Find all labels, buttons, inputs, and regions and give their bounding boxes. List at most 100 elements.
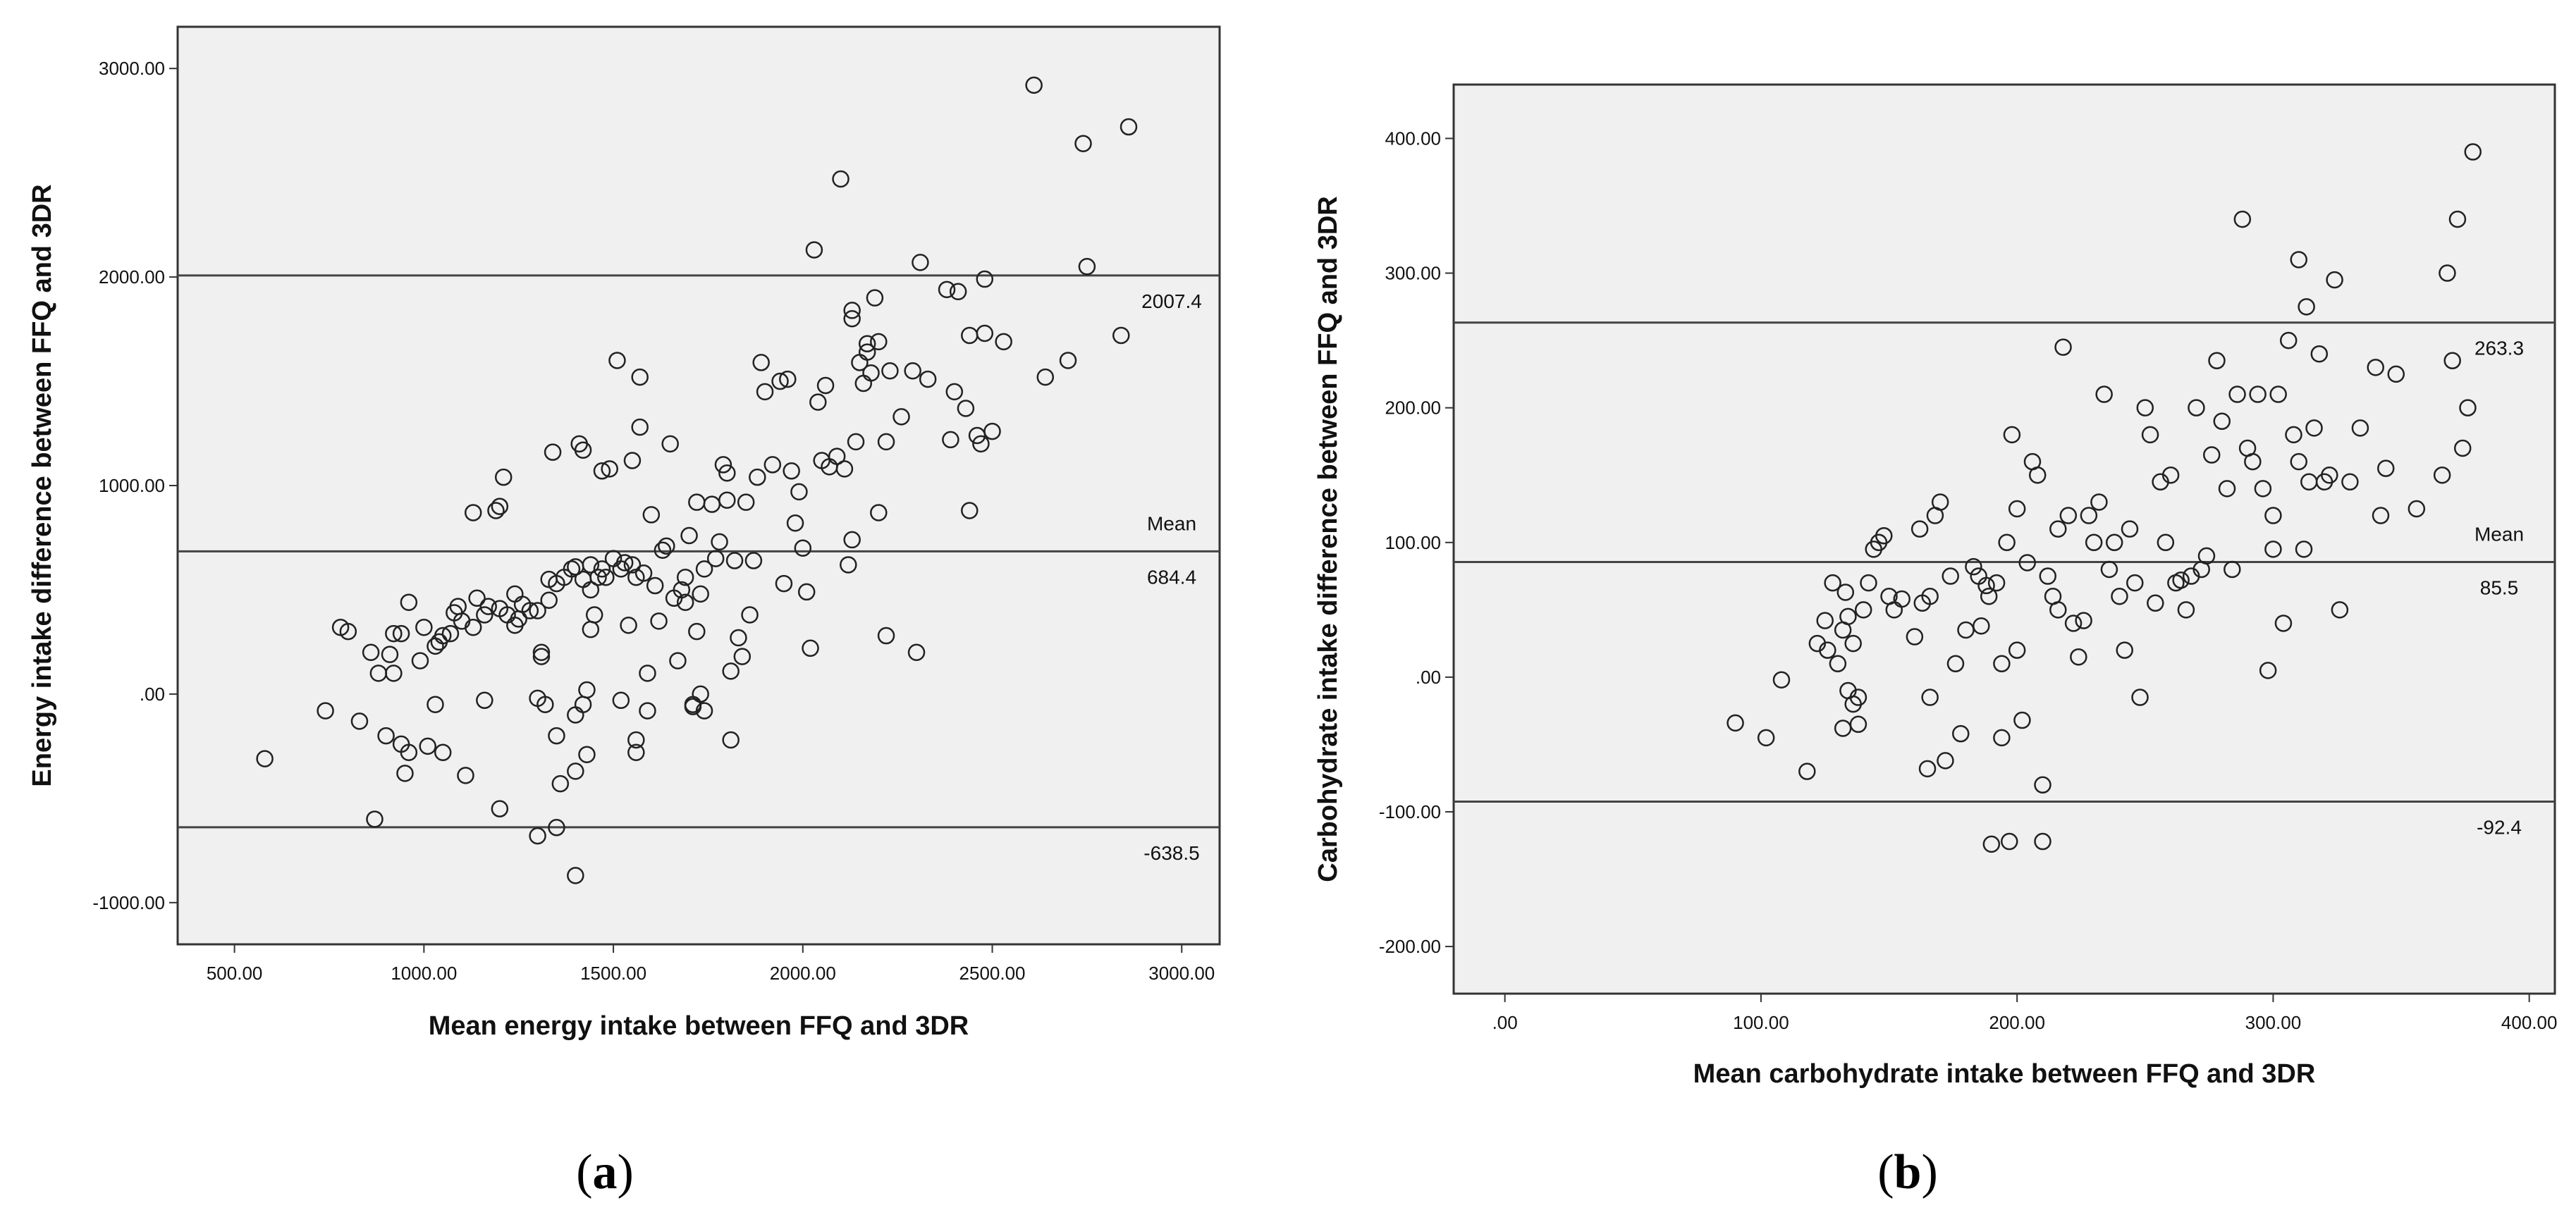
data-point: [1980, 587, 1998, 605]
panel-label: (b): [1877, 1145, 1938, 1199]
data-point: [2213, 412, 2231, 431]
data-point: [858, 343, 876, 361]
data-point: [639, 702, 656, 720]
data-point: [639, 665, 656, 682]
data-point: [2295, 541, 2313, 558]
x-tick-label: 400.00: [2501, 1012, 2558, 1033]
data-point: [858, 335, 876, 353]
data-point: [1982, 835, 2001, 853]
data-point: [491, 498, 509, 515]
reference-label-upper-value: 2007.4: [1141, 290, 1202, 312]
data-point: [877, 433, 895, 451]
x-tick-label: 100.00: [1733, 1012, 1789, 1033]
y-tick-label: -1000.00: [92, 892, 165, 913]
data-point: [2321, 466, 2338, 484]
data-point: [396, 765, 414, 782]
data-point: [1120, 118, 1138, 136]
data-point: [2177, 601, 2195, 619]
plot-area: [1452, 83, 2556, 995]
data-point: [1772, 671, 1791, 689]
data-point: [692, 585, 709, 603]
data-point: [317, 702, 334, 720]
data-point: [593, 560, 611, 578]
data-point: [1798, 763, 1816, 780]
data-point: [2121, 520, 2139, 538]
data-point: [1025, 76, 1043, 94]
data-point: [441, 624, 460, 643]
data-point: [2244, 452, 2262, 471]
data-point: [1965, 557, 1982, 576]
data-point: [2310, 345, 2329, 363]
data-point: [434, 743, 452, 762]
data-point: [2290, 452, 2307, 471]
data-point: [650, 612, 668, 630]
data-point: [1951, 724, 1970, 743]
y-tick-label: 300.00: [1385, 263, 1441, 284]
data-point: [2285, 426, 2302, 444]
data-point: [2208, 352, 2226, 370]
data-point: [1942, 567, 1959, 585]
data-point: [419, 737, 436, 755]
data-point: [828, 447, 846, 465]
data-point: [2197, 547, 2216, 565]
x-tick-label: 500.00: [207, 963, 263, 984]
data-point: [779, 370, 797, 388]
data-point: [627, 743, 645, 762]
data-point: [2008, 641, 2026, 659]
data-point: [631, 418, 649, 436]
x-tick-label: 1500.00: [580, 963, 646, 984]
data-point: [881, 362, 899, 380]
data-point: [411, 652, 429, 669]
data-point: [1993, 729, 2011, 747]
data-point: [1824, 574, 1841, 592]
panel-label-close-paren: ): [1921, 1145, 1937, 1199]
data-point: [544, 443, 562, 461]
data-point: [805, 241, 823, 259]
data-point: [775, 574, 793, 593]
data-point: [464, 618, 482, 636]
data-point: [597, 568, 615, 586]
data-point: [809, 393, 827, 411]
data-point: [1059, 352, 1077, 369]
data-point: [706, 550, 725, 567]
y-tick-label: 1000.00: [99, 475, 165, 496]
data-point: [2070, 648, 2087, 666]
data-point: [2305, 419, 2323, 437]
data-point: [722, 731, 740, 749]
data-point: [714, 456, 732, 474]
data-point: [540, 591, 558, 609]
y-axis-title: Energy intake difference between FFQ and…: [27, 184, 57, 786]
data-point: [893, 408, 910, 426]
data-point: [529, 602, 546, 619]
data-point: [567, 763, 584, 780]
data-point: [578, 746, 596, 763]
data-point: [2290, 251, 2307, 268]
data-point: [744, 552, 763, 569]
data-point: [1946, 655, 1965, 673]
data-point: [574, 441, 592, 459]
data-point: [529, 827, 546, 845]
data-point: [730, 629, 747, 647]
data-point: [2264, 507, 2282, 524]
data-point: [476, 691, 493, 710]
data-point: [2224, 560, 2241, 579]
data-point: [877, 626, 895, 645]
data-point: [392, 624, 410, 643]
data-point: [1906, 628, 1924, 646]
data-point: [1839, 607, 1857, 626]
data-point: [2453, 439, 2472, 457]
data-point: [2448, 210, 2467, 228]
data-point: [427, 696, 444, 713]
data-point: [1973, 617, 1990, 635]
data-point: [2298, 298, 2315, 316]
data-point: [548, 727, 565, 745]
data-point: [1036, 368, 1055, 386]
data-point: [733, 648, 752, 665]
data-point: [2008, 500, 2026, 518]
data-point: [479, 598, 497, 615]
data-point: [415, 618, 433, 636]
data-point: [2433, 466, 2451, 484]
data-point: [794, 539, 812, 557]
reference-label-mean-value: 684.4: [1147, 566, 1196, 588]
